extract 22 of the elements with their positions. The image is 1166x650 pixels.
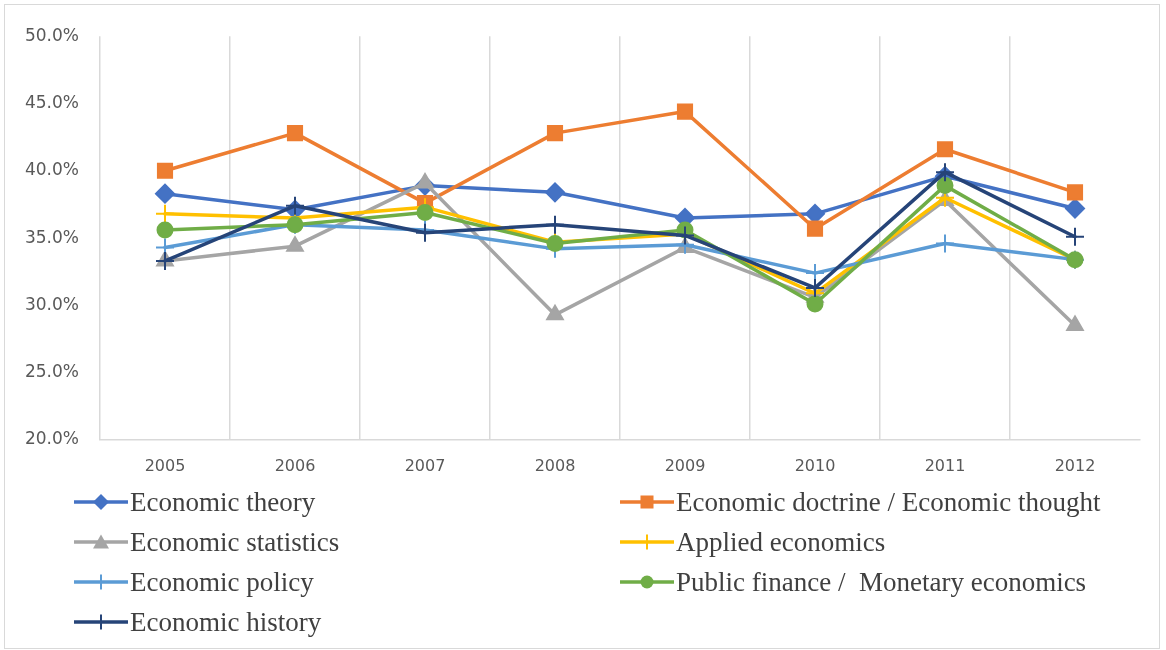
y-tick-label: 25.0% (24, 361, 79, 382)
y-tick-label: 20.0% (24, 428, 79, 449)
legend-label: Economic theory (130, 487, 316, 517)
x-tick-label: 2011 (924, 455, 966, 475)
x-tick-label: 2010 (794, 455, 836, 475)
y-tick-label: 35.0% (24, 226, 79, 247)
x-tick-label: 2007 (404, 455, 446, 475)
x-tick-label: 2005 (144, 455, 186, 475)
x-tick-label: 2008 (534, 455, 576, 475)
legend-label: Public finance / Monetary economics (676, 567, 1087, 597)
y-tick-label: 40.0% (24, 159, 79, 180)
legend-label: Economic history (130, 607, 322, 637)
x-tick-label: 2012 (1054, 455, 1096, 475)
y-tick-label: 50.0% (24, 24, 79, 45)
legend-label: Economic policy (130, 567, 314, 597)
x-tick-label: 2006 (274, 455, 316, 475)
x-tick-label: 2009 (664, 455, 706, 475)
legend-label: Economic doctrine / Economic thought (676, 487, 1101, 517)
legend-label: Applied economics (676, 527, 886, 557)
y-tick-label: 45.0% (24, 91, 79, 112)
legend-label: Economic statistics (130, 527, 340, 557)
y-tick-label: 30.0% (24, 293, 79, 314)
